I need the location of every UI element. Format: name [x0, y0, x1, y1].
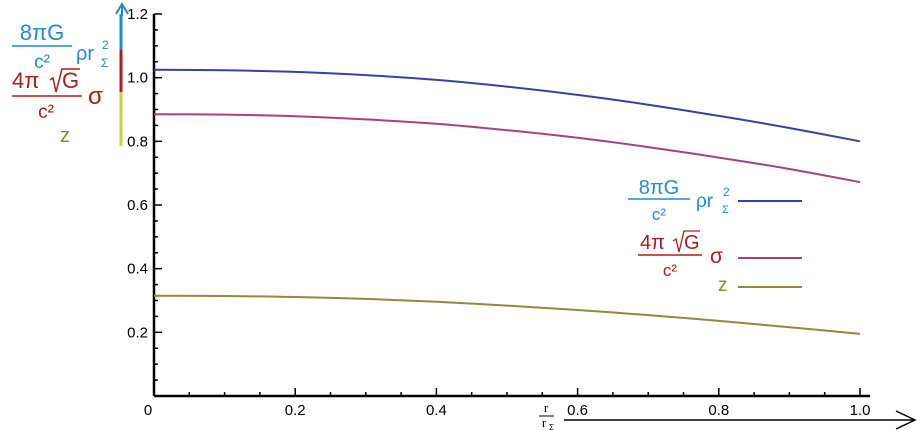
legend-sigma-rest: σ — [710, 245, 723, 268]
x-tick-label: 1.0 — [850, 402, 871, 419]
legend-rho-rest: ρr — [696, 191, 714, 212]
legend-sigma-sqrt-sign — [672, 230, 700, 253]
legend-item-z: z — [718, 275, 802, 296]
ticks: 0.2 0.4 0.6 0.8 1.0 1.2 0 0.2 0.4 0.6 0.8 1.0 — [127, 6, 870, 419]
x-tick-label: 0.4 — [426, 402, 447, 419]
ylabel-sigma-sqrt-sign — [49, 68, 80, 93]
y-axis-label-rho: 8πG c² ρr 2 Σ — [12, 20, 109, 73]
xlabel-num: r — [544, 400, 549, 415]
legend-sigma-sqrt: G — [684, 232, 700, 254]
xlabel-den: r — [542, 415, 547, 430]
legend: 8πG c² ρr 2 Σ 4π G c² σ z — [628, 177, 802, 296]
ylabel-sigma-num: 4π — [12, 68, 39, 93]
y-tick-label: 0.2 — [127, 324, 148, 341]
x-tick-label: 0 — [144, 402, 152, 419]
x-tick-label: 0.2 — [285, 402, 306, 419]
series-line-sigma — [153, 113, 861, 184]
ylabel-rho-rest: ρr — [76, 43, 94, 65]
x-tick-label: 0.8 — [708, 402, 729, 419]
y-tick-label: 0.6 — [127, 197, 148, 214]
legend-rho-sup: 2 — [723, 185, 730, 199]
xlabel-den-sub: Σ — [549, 423, 554, 430]
ylabel-sigma-sqrt: G — [62, 68, 79, 93]
ylabel-sigma-den: c² — [38, 102, 54, 123]
y-axis-label-sigma: 4π G c² σ — [12, 68, 103, 123]
ylabel-rho-sup: 2 — [102, 38, 109, 52]
legend-item-rho: 8πG c² ρr 2 Σ — [628, 177, 802, 224]
series-line-rho — [153, 68, 861, 143]
legend-item-sigma: 4π G c² σ — [638, 230, 802, 280]
legend-rho-sub: Σ — [722, 204, 729, 216]
legend-rho-num: 8πG — [639, 177, 679, 199]
legend-sigma-num: 4π — [640, 232, 665, 254]
y-arrow-head — [115, 2, 129, 15]
ylabel-sigma-rest: σ — [88, 83, 103, 110]
legend-rho-den: c² — [652, 205, 667, 224]
x-axis-label: r r Σ — [539, 400, 554, 430]
ylabel-rho-sub: Σ — [101, 56, 108, 70]
x-tick-label: 0.6 — [567, 402, 588, 419]
ylabel-rho-den: c² — [34, 52, 50, 73]
legend-sigma-den: c² — [663, 261, 678, 280]
y-axis-label-z: z — [60, 125, 70, 147]
y-tick-label: 0.8 — [127, 133, 148, 150]
y-tick-label: 1.2 — [127, 6, 148, 23]
y-tick-label: 1.0 — [127, 70, 148, 87]
series-line-z — [153, 294, 861, 335]
series-lines — [153, 68, 861, 335]
x-arrow-head — [895, 410, 917, 430]
legend-z-label: z — [718, 275, 728, 296]
y-tick-label: 0.4 — [127, 261, 148, 278]
ylabel-rho-num: 8πG — [20, 20, 65, 45]
